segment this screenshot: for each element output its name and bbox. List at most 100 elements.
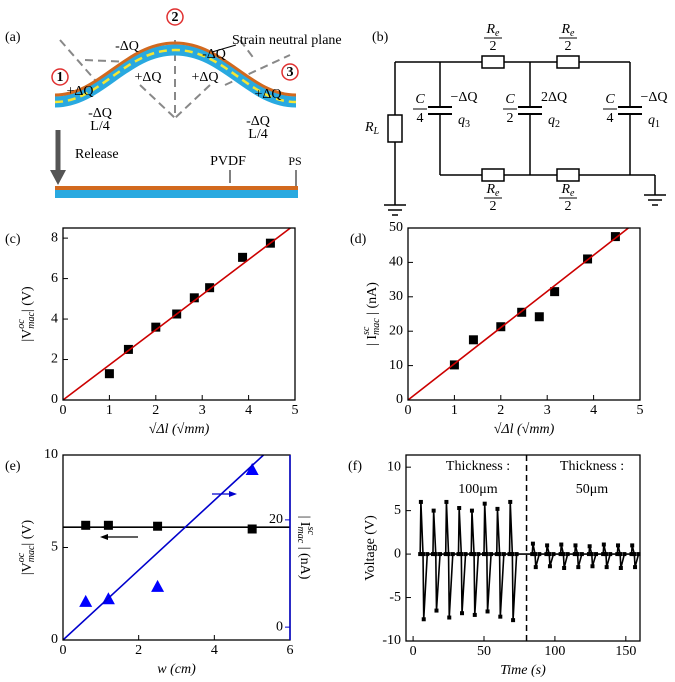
axis-label: √Δl (√mm) [494, 422, 555, 437]
data-point [447, 615, 452, 620]
data-point [497, 552, 502, 557]
data-point [247, 524, 257, 534]
y-tick-label: 0 [51, 632, 58, 647]
data-point [511, 618, 516, 623]
y-tick-label: 20 [389, 323, 403, 338]
data-point [590, 564, 595, 569]
data-point [514, 552, 519, 557]
pvdf-layer [54, 41, 297, 97]
plot-frame [62, 227, 296, 401]
annotation: Thickness : [446, 459, 510, 474]
capacitor-denominator: 4 [417, 111, 424, 126]
resistor [481, 55, 505, 69]
data-point [151, 579, 165, 592]
annotation: Strain neutral plane [232, 33, 342, 48]
charge-symbol-q: q [458, 113, 465, 128]
data-point [576, 565, 581, 570]
data-point [601, 542, 606, 547]
capacitor-denominator: 4 [607, 111, 614, 126]
charge-label: −ΔQ [640, 90, 667, 105]
y-label-group: |Vmacoc | (V) [16, 520, 37, 576]
data-point [579, 552, 584, 557]
x-tick-label: 4 [211, 643, 218, 658]
resistor-label-symbol: R [560, 182, 570, 197]
y-label-group: | Imacsc | (nA) [361, 282, 382, 346]
x-tick-label: 0 [60, 643, 67, 658]
data-point [449, 360, 459, 370]
data-point [559, 542, 564, 547]
data-point [484, 552, 489, 557]
x-tick-label: 4 [245, 403, 252, 418]
pointer [211, 44, 237, 53]
data-point [457, 506, 462, 511]
x-tick-label: 150 [615, 644, 636, 659]
plot-frame [405, 454, 641, 642]
x-tick-label: 5 [637, 403, 644, 418]
data-point [633, 565, 638, 570]
y-label-group: Voltage (V) [363, 515, 378, 581]
data-point [205, 283, 215, 293]
capacitor-label: C [605, 92, 615, 107]
data-point [573, 543, 578, 548]
data-point [123, 344, 133, 354]
x-tick-label: 2 [135, 643, 142, 658]
data-point [444, 499, 449, 504]
data-point [485, 609, 490, 614]
data-point [430, 552, 435, 557]
length-label: L/4 [90, 119, 109, 134]
charge-symbol: q3 [458, 113, 470, 130]
data-point [544, 552, 549, 557]
data-point [418, 499, 423, 504]
release-arrowhead [50, 170, 66, 185]
data-point [446, 552, 451, 557]
data-point [459, 552, 464, 557]
panel-label: (a) [5, 30, 21, 45]
marker-circle [166, 8, 184, 26]
data-point [608, 552, 613, 557]
data-point [468, 335, 478, 345]
label-sub: mac [371, 318, 382, 335]
marker-number: 3 [287, 65, 294, 80]
charge-symbol-sub: 1 [655, 119, 660, 130]
charge-label: -ΔQ [202, 47, 226, 62]
resistor-denominator: 2 [490, 199, 497, 214]
x-tick-label: 0 [410, 644, 417, 659]
data-point [501, 552, 506, 557]
resistor [556, 168, 580, 182]
y-tick-label: 10 [44, 447, 58, 462]
bent-film [50, 39, 298, 198]
data-point [636, 552, 641, 557]
resistor-label-subscript: e [570, 188, 575, 199]
y-tick-label: 4 [51, 311, 58, 326]
data-point [153, 521, 163, 531]
label-sup: oc [16, 319, 27, 329]
charge-label: -ΔQ [246, 114, 270, 129]
data-point [472, 612, 477, 617]
data-point [561, 552, 566, 557]
y-tick-label: 10 [387, 459, 401, 474]
data-line [62, 454, 265, 641]
guide-line [59, 39, 96, 81]
x-tick-label: 3 [199, 403, 206, 418]
y-tick-label: 5 [394, 503, 401, 518]
data-point [632, 552, 637, 557]
charge-label: +ΔQ [134, 70, 161, 85]
guide-line [174, 84, 211, 119]
data-point [469, 552, 474, 557]
data-point [494, 552, 499, 557]
y-tick-label: 2 [51, 352, 58, 367]
load-resistor [387, 114, 403, 143]
data-point [610, 232, 620, 242]
data-point [533, 552, 538, 557]
annotation: 100μm [458, 482, 498, 497]
resistor-denominator: 2 [565, 39, 572, 54]
y-tick-label: 30 [389, 289, 403, 304]
marker-number: 1 [57, 70, 64, 85]
data-point [534, 312, 544, 322]
y2-tick-label: 20 [269, 512, 283, 527]
data-point [618, 552, 623, 557]
data-point [482, 501, 487, 506]
x-tick-label: 5 [292, 403, 299, 418]
